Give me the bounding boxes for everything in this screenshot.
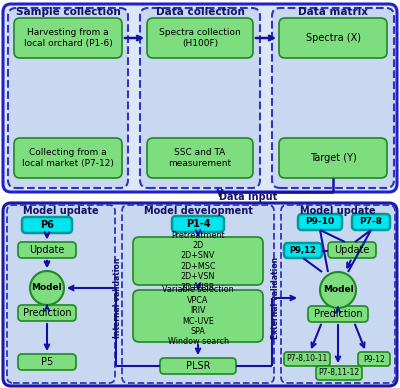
FancyBboxPatch shape xyxy=(14,18,122,58)
Text: Collecting from a
local market (P7-12): Collecting from a local market (P7-12) xyxy=(22,148,114,168)
Text: Pretreatment
2D
2D+SNV
2D+MSC
2D+VSN
2D+NSR: Pretreatment 2D 2D+SNV 2D+MSC 2D+VSN 2D+… xyxy=(171,230,225,291)
Text: Variable selection
VPCA
IRIV
MC-UVE
SPA
Window search: Variable selection VPCA IRIV MC-UVE SPA … xyxy=(162,286,234,346)
FancyBboxPatch shape xyxy=(18,305,76,321)
FancyBboxPatch shape xyxy=(18,242,76,258)
Text: SSC and TA
measurement: SSC and TA measurement xyxy=(168,148,232,168)
Text: Model: Model xyxy=(32,284,62,293)
Text: P1-4: P1-4 xyxy=(186,219,210,229)
Text: Model development: Model development xyxy=(144,206,252,216)
Text: PLSR: PLSR xyxy=(186,361,210,371)
Text: External validation: External validation xyxy=(272,257,280,339)
FancyBboxPatch shape xyxy=(22,217,72,233)
FancyBboxPatch shape xyxy=(122,205,274,383)
FancyBboxPatch shape xyxy=(281,205,395,383)
FancyBboxPatch shape xyxy=(147,18,253,58)
FancyBboxPatch shape xyxy=(284,352,330,366)
FancyBboxPatch shape xyxy=(3,4,397,192)
FancyBboxPatch shape xyxy=(7,205,115,383)
FancyBboxPatch shape xyxy=(18,354,76,370)
Text: Data matrix: Data matrix xyxy=(298,7,368,17)
Text: Prediction: Prediction xyxy=(23,308,71,318)
Text: Harvesting from a
local orchard (P1-6): Harvesting from a local orchard (P1-6) xyxy=(24,28,112,48)
Text: P6: P6 xyxy=(40,220,54,230)
Text: Sample collection: Sample collection xyxy=(16,7,120,17)
FancyBboxPatch shape xyxy=(328,242,376,258)
FancyBboxPatch shape xyxy=(140,8,260,188)
Text: P5: P5 xyxy=(41,357,53,367)
FancyBboxPatch shape xyxy=(352,214,390,230)
Text: Model update: Model update xyxy=(23,206,99,216)
Text: Model update: Model update xyxy=(300,206,376,216)
FancyBboxPatch shape xyxy=(172,216,224,232)
FancyBboxPatch shape xyxy=(14,138,122,178)
Text: P9-10: P9-10 xyxy=(306,218,334,227)
Text: Spectra collection
(H100F): Spectra collection (H100F) xyxy=(159,28,241,48)
Text: P7-8: P7-8 xyxy=(360,218,382,227)
Text: P9,12: P9,12 xyxy=(290,246,316,255)
FancyBboxPatch shape xyxy=(358,352,390,366)
Text: Data input: Data input xyxy=(219,192,277,202)
FancyBboxPatch shape xyxy=(3,203,397,386)
FancyBboxPatch shape xyxy=(308,306,368,322)
FancyBboxPatch shape xyxy=(272,8,394,188)
Text: Model: Model xyxy=(323,286,353,294)
FancyBboxPatch shape xyxy=(298,214,342,230)
FancyBboxPatch shape xyxy=(133,237,263,285)
FancyBboxPatch shape xyxy=(279,18,387,58)
Text: P7-8,10-11: P7-8,10-11 xyxy=(286,355,328,364)
FancyBboxPatch shape xyxy=(316,366,362,380)
FancyBboxPatch shape xyxy=(160,358,236,374)
FancyBboxPatch shape xyxy=(147,138,253,178)
FancyBboxPatch shape xyxy=(279,138,387,178)
Text: Target (Y): Target (Y) xyxy=(310,153,356,163)
Text: Update: Update xyxy=(29,245,65,255)
Circle shape xyxy=(320,272,356,308)
Circle shape xyxy=(30,271,64,305)
FancyBboxPatch shape xyxy=(8,8,128,188)
FancyBboxPatch shape xyxy=(133,290,263,342)
Text: P9-12: P9-12 xyxy=(363,355,385,364)
Text: Spectra (X): Spectra (X) xyxy=(306,33,360,43)
Text: Internal validation: Internal validation xyxy=(114,258,122,338)
Text: P7-8,11-12: P7-8,11-12 xyxy=(318,369,360,378)
FancyBboxPatch shape xyxy=(284,243,322,258)
Text: Data collection: Data collection xyxy=(156,7,244,17)
Text: Update: Update xyxy=(334,245,370,255)
Text: Prediction: Prediction xyxy=(314,309,362,319)
